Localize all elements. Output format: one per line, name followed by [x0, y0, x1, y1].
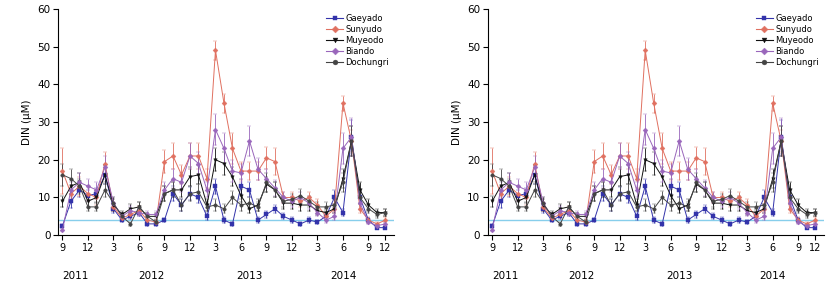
Legend: Gaeyado, Sunyudo, Muyeodo, Biando, Dochungri: Gaeyado, Sunyudo, Muyeodo, Biando, Dochu… — [755, 13, 820, 68]
Y-axis label: DIN (μM): DIN (μM) — [22, 99, 32, 145]
Text: 2013: 2013 — [236, 271, 263, 281]
Text: 2011: 2011 — [62, 271, 88, 281]
Text: 2012: 2012 — [568, 271, 595, 281]
Legend: Gaeyado, Sunyudo, Muyeodo, Biando, Dochungri: Gaeyado, Sunyudo, Muyeodo, Biando, Dochu… — [325, 13, 390, 68]
Text: 2014: 2014 — [329, 271, 356, 281]
Y-axis label: DIN (μM): DIN (μM) — [452, 99, 462, 145]
Text: 2014: 2014 — [760, 271, 786, 281]
Text: 2013: 2013 — [666, 271, 692, 281]
Text: 2011: 2011 — [492, 271, 518, 281]
Text: 2012: 2012 — [139, 271, 165, 281]
